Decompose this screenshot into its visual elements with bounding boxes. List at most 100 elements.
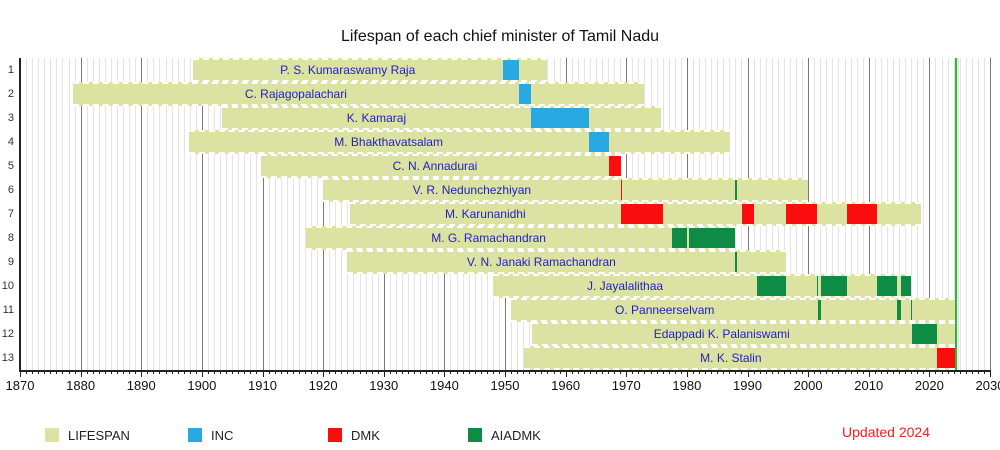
axis-tick-major: [323, 370, 325, 377]
axis-tick-minor: [347, 370, 349, 374]
axis-tick-major: [80, 370, 82, 377]
axis-tick-minor: [917, 370, 919, 374]
axis-tick-minor: [832, 370, 834, 374]
axis-tick-minor: [371, 370, 373, 374]
row-number: 6: [7, 184, 14, 196]
year-gridline: [195, 58, 197, 370]
axis-tick-minor: [517, 370, 519, 374]
axis-tick-minor: [953, 370, 955, 374]
axis-tick-minor: [874, 370, 876, 374]
axis-tick-minor: [759, 370, 761, 374]
year-gridline: [971, 58, 973, 370]
year-gridline: [171, 58, 173, 370]
year-gridline: [953, 58, 955, 370]
year-gridline: [220, 58, 222, 370]
axis-tick-minor: [602, 370, 603, 374]
x-axis-label: 1880: [66, 378, 96, 393]
row-number: 11: [2, 304, 14, 316]
legend-label-dmk: DMK: [351, 428, 380, 443]
axis-tick-minor: [480, 370, 482, 374]
axis-tick-minor: [123, 370, 125, 374]
cm-name-label: O. Panneerselvam: [615, 303, 715, 317]
lifespan-bar: [511, 298, 955, 322]
axis-tick-minor: [395, 370, 397, 374]
axis-tick-minor: [814, 370, 816, 374]
axis-tick-minor: [50, 370, 52, 374]
axis-tick-minor: [959, 370, 961, 374]
axis-tick-major: [808, 370, 810, 377]
cm-name-label: M. K. Stalin: [700, 351, 762, 365]
row-number: 2: [7, 88, 14, 100]
axis-tick-major: [929, 370, 931, 377]
secondary-year-line: [957, 58, 959, 370]
axis-tick-minor: [820, 370, 822, 374]
axis-tick-minor: [674, 370, 676, 374]
axis-tick-minor: [717, 370, 719, 374]
cm-name-label: C. N. Annadurai: [392, 159, 478, 173]
year-gridline: [50, 58, 52, 370]
axis-tick-minor: [292, 370, 294, 374]
axis-tick-minor: [723, 370, 725, 374]
axis-tick-minor: [935, 370, 937, 374]
year-gridline: [250, 58, 252, 370]
term-segment-aiadmk: [897, 300, 902, 320]
decade-gridline: [929, 58, 931, 370]
year-gridline: [74, 58, 76, 370]
axis-tick-minor: [729, 370, 731, 374]
axis-tick-minor: [450, 370, 452, 374]
axis-tick-minor: [771, 370, 773, 374]
axis-tick-minor: [656, 370, 658, 374]
axis-tick-major: [626, 370, 628, 377]
cm-name-label: M. Karunanidhi: [444, 207, 526, 221]
x-axis-label: 1950: [490, 378, 520, 393]
year-gridline: [274, 58, 276, 370]
year-gridline: [92, 58, 94, 370]
axis-tick-minor: [802, 370, 804, 374]
row-number: 8: [7, 232, 14, 244]
year-gridline: [26, 58, 28, 370]
year-gridline: [311, 58, 312, 370]
axis-tick-major: [990, 370, 991, 377]
year-gridline: [238, 58, 240, 370]
axis-tick-minor: [753, 370, 755, 374]
year-gridline: [347, 58, 349, 370]
term-segment-aiadmk: [901, 276, 911, 296]
axis-tick-minor: [893, 370, 894, 374]
term-segment-aiadmk: [910, 300, 913, 320]
axis-tick-minor: [650, 370, 652, 374]
axis-tick-minor: [735, 370, 737, 374]
x-axis-line: [19, 370, 990, 372]
year-gridline: [941, 58, 943, 370]
axis-tick-minor: [571, 370, 573, 374]
axis-tick-minor: [286, 370, 288, 374]
axis-tick-minor: [486, 370, 488, 374]
axis-tick-minor: [232, 370, 234, 374]
year-gridline: [935, 58, 937, 370]
term-segment-dmk: [620, 180, 623, 200]
row-number: 10: [1, 280, 14, 292]
year-gridline: [32, 58, 34, 370]
year-gridline: [292, 58, 294, 370]
axis-tick-major: [505, 370, 506, 377]
axis-tick-minor: [408, 370, 409, 374]
axis-tick-minor: [365, 370, 367, 374]
year-gridline: [117, 58, 118, 370]
axis-tick-minor: [941, 370, 943, 374]
year-gridline: [98, 58, 100, 370]
axis-tick-minor: [104, 370, 106, 374]
axis-tick-minor: [856, 370, 858, 374]
axis-tick-minor: [220, 370, 222, 374]
x-axis-label: 1920: [308, 378, 338, 393]
decade-gridline: [323, 58, 325, 370]
lifespan-bar: [323, 178, 809, 202]
x-axis-label: 1980: [672, 378, 702, 393]
axis-tick-minor: [923, 370, 925, 374]
x-axis-label: 2020: [914, 378, 944, 393]
axis-tick-minor: [335, 370, 337, 374]
year-gridline: [56, 58, 58, 370]
cm-name-label: Edappadi K. Palaniswami: [653, 327, 790, 341]
term-segment-inc: [518, 84, 532, 104]
year-gridline: [110, 58, 112, 370]
axis-tick-minor: [608, 370, 610, 374]
